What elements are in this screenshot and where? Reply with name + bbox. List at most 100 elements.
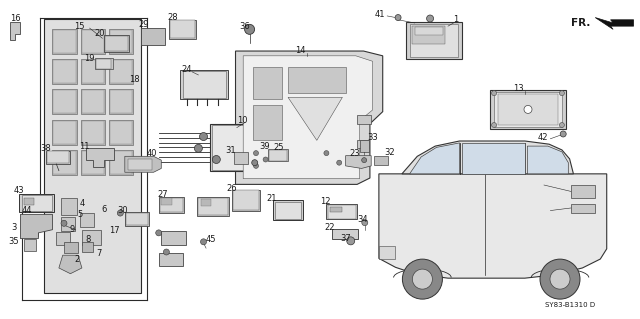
Text: 15: 15 xyxy=(74,22,84,31)
Bar xyxy=(64,242,78,253)
Text: 10: 10 xyxy=(237,116,247,125)
Bar xyxy=(82,30,104,53)
Circle shape xyxy=(559,122,564,128)
Bar xyxy=(82,151,104,174)
Polygon shape xyxy=(410,143,460,174)
Polygon shape xyxy=(44,19,141,293)
Bar xyxy=(374,156,388,165)
Bar xyxy=(201,199,211,206)
Bar xyxy=(96,59,111,69)
Bar xyxy=(110,121,132,144)
Text: 38: 38 xyxy=(41,144,51,153)
Bar xyxy=(141,28,165,45)
Text: 13: 13 xyxy=(513,84,524,93)
Circle shape xyxy=(337,160,342,165)
Polygon shape xyxy=(253,67,282,99)
Bar xyxy=(180,70,228,99)
Bar xyxy=(125,212,149,226)
Polygon shape xyxy=(595,18,634,29)
Bar xyxy=(275,202,301,219)
Polygon shape xyxy=(288,67,346,93)
Bar xyxy=(109,59,133,84)
Text: 20: 20 xyxy=(94,29,104,38)
Text: 34: 34 xyxy=(358,215,368,224)
Text: 41: 41 xyxy=(375,10,385,19)
Bar xyxy=(19,194,54,212)
Polygon shape xyxy=(10,22,20,40)
Bar xyxy=(571,185,595,198)
Circle shape xyxy=(395,15,401,20)
Bar xyxy=(498,94,558,125)
Text: 27: 27 xyxy=(158,190,168,199)
Bar xyxy=(61,217,75,231)
Bar xyxy=(109,89,133,114)
Bar xyxy=(412,26,445,44)
Bar xyxy=(80,213,94,227)
Circle shape xyxy=(550,269,570,289)
Bar xyxy=(360,140,369,152)
Circle shape xyxy=(212,155,220,164)
Circle shape xyxy=(412,269,433,289)
Text: 14: 14 xyxy=(296,46,306,55)
Bar xyxy=(81,120,105,145)
Circle shape xyxy=(560,131,566,137)
Text: 8: 8 xyxy=(86,235,91,244)
Bar xyxy=(61,198,77,215)
Text: 12: 12 xyxy=(320,197,330,206)
Circle shape xyxy=(263,157,268,162)
Polygon shape xyxy=(86,148,114,167)
Bar xyxy=(110,151,132,174)
Text: 4: 4 xyxy=(79,199,84,208)
Bar xyxy=(410,24,458,57)
Text: 29: 29 xyxy=(138,20,148,29)
Bar xyxy=(571,204,595,213)
Circle shape xyxy=(524,105,532,114)
Text: 19: 19 xyxy=(84,54,95,63)
Circle shape xyxy=(559,91,564,96)
Bar xyxy=(357,115,371,124)
Circle shape xyxy=(492,91,497,96)
Bar xyxy=(104,35,129,52)
Bar xyxy=(54,30,76,53)
Bar xyxy=(161,198,172,205)
Text: 32: 32 xyxy=(384,148,394,157)
Bar xyxy=(81,29,105,54)
Polygon shape xyxy=(288,97,342,140)
Text: 21: 21 xyxy=(266,194,276,203)
Bar xyxy=(52,59,77,84)
Text: 17: 17 xyxy=(109,226,119,235)
Bar xyxy=(232,190,260,211)
Bar xyxy=(52,29,77,54)
Bar xyxy=(170,20,195,38)
Bar xyxy=(82,230,101,245)
Text: 28: 28 xyxy=(168,13,178,22)
Bar xyxy=(82,90,104,113)
Bar xyxy=(22,195,52,211)
Bar xyxy=(490,90,566,129)
Bar xyxy=(54,121,76,144)
Polygon shape xyxy=(243,56,372,179)
Bar xyxy=(332,229,358,239)
Polygon shape xyxy=(402,141,573,174)
Bar xyxy=(110,60,132,83)
Circle shape xyxy=(195,144,202,152)
Text: 42: 42 xyxy=(538,133,548,142)
Bar xyxy=(159,197,184,213)
Bar xyxy=(109,29,133,54)
Bar xyxy=(273,200,303,220)
Bar xyxy=(81,89,105,114)
Polygon shape xyxy=(462,143,525,174)
Text: 26: 26 xyxy=(227,184,237,193)
Bar xyxy=(494,92,562,127)
Bar xyxy=(54,60,76,83)
Text: 5: 5 xyxy=(77,210,83,219)
Circle shape xyxy=(200,239,207,245)
Text: 37: 37 xyxy=(340,234,351,243)
Text: 40: 40 xyxy=(147,149,157,158)
Bar xyxy=(24,239,36,251)
Text: 45: 45 xyxy=(206,235,216,244)
Circle shape xyxy=(244,24,255,34)
Text: 1: 1 xyxy=(453,15,458,24)
Bar xyxy=(169,20,196,39)
Text: 44: 44 xyxy=(22,206,32,215)
